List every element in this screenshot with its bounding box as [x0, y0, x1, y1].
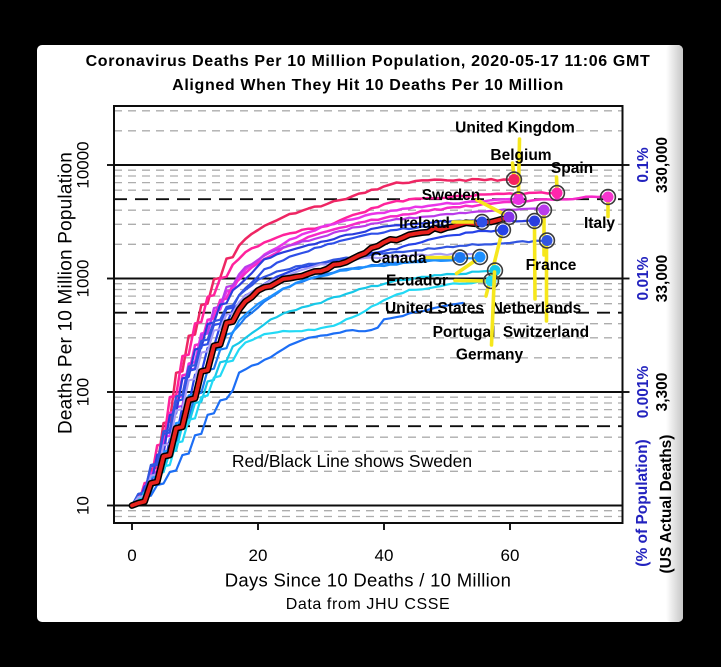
- svg-text:1000: 1000: [74, 260, 93, 298]
- svg-text:Canada: Canada: [371, 250, 427, 267]
- svg-text:10000: 10000: [74, 141, 93, 188]
- svg-text:3,300: 3,300: [654, 373, 671, 412]
- svg-text:Switzerland: Switzerland: [503, 324, 589, 341]
- svg-text:Coronavirus Deaths Per 10 Mill: Coronavirus Deaths Per 10 Million Popula…: [86, 53, 651, 70]
- svg-text:Aligned When They Hit 10 Death: Aligned When They Hit 10 Deaths Per 10 M…: [172, 77, 564, 94]
- svg-text:33,000: 33,000: [654, 255, 671, 302]
- svg-text:Sweden: Sweden: [422, 187, 481, 204]
- svg-text:0.1%: 0.1%: [635, 147, 652, 183]
- svg-text:60: 60: [501, 546, 520, 565]
- svg-text:United States: United States: [385, 300, 484, 317]
- svg-text:0.001%: 0.001%: [635, 366, 652, 419]
- svg-text:Belgium: Belgium: [490, 147, 551, 164]
- svg-text:Deaths Per 10 Million Populati: Deaths Per 10 Million Population: [56, 152, 77, 434]
- svg-text:Netherlands: Netherlands: [492, 300, 582, 317]
- svg-text:100: 100: [74, 378, 93, 406]
- svg-text:Data from JHU CSSE: Data from JHU CSSE: [286, 596, 451, 613]
- svg-text:France: France: [526, 257, 577, 274]
- svg-text:Germany: Germany: [456, 347, 524, 364]
- svg-text:0: 0: [127, 546, 136, 565]
- svg-text:40: 40: [375, 546, 394, 565]
- svg-text:Red/Black Line shows Sweden: Red/Black Line shows Sweden: [232, 451, 472, 471]
- svg-text:Spain: Spain: [551, 160, 593, 177]
- svg-text:Ireland: Ireland: [399, 215, 450, 232]
- svg-text:20: 20: [249, 546, 268, 565]
- svg-text:Ecuador: Ecuador: [386, 273, 448, 290]
- svg-text:(% of Population): (% of Population): [634, 439, 651, 566]
- svg-text:Italy: Italy: [584, 215, 615, 232]
- svg-text:330,000: 330,000: [654, 137, 671, 193]
- svg-text:United Kingdom: United Kingdom: [455, 119, 575, 136]
- svg-text:(US Actual Deaths): (US Actual Deaths): [658, 435, 675, 574]
- svg-text:Days Since 10 Deaths / 10 Mill: Days Since 10 Deaths / 10 Million: [225, 570, 512, 591]
- svg-text:10: 10: [74, 496, 93, 515]
- svg-text:0.01%: 0.01%: [635, 256, 652, 300]
- svg-text:Portugal: Portugal: [433, 324, 496, 341]
